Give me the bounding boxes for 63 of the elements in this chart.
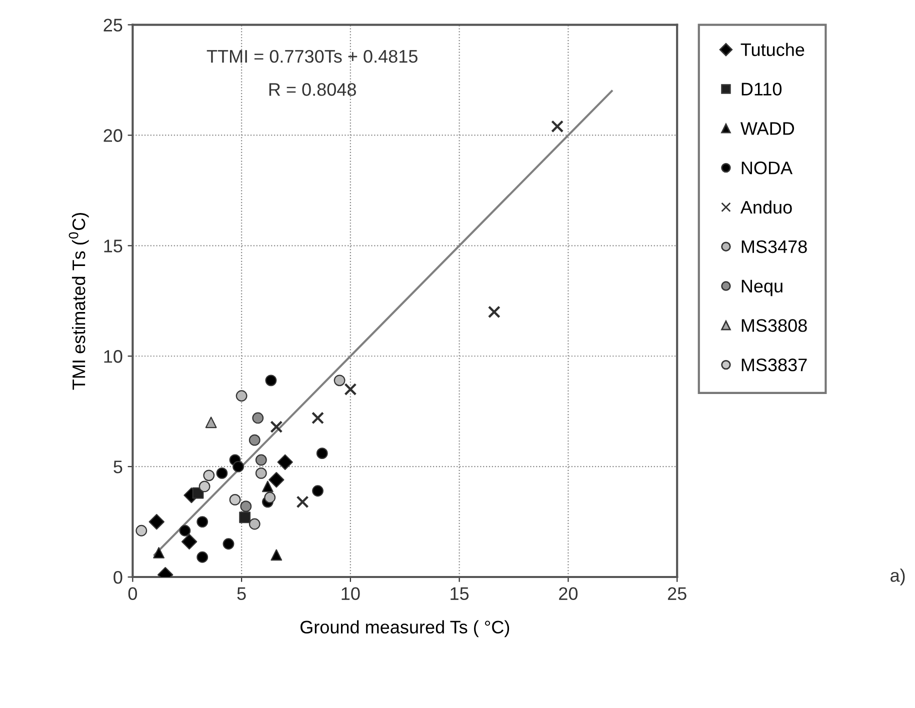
point bbox=[203, 470, 215, 482]
x-tick-label: 0 bbox=[128, 587, 137, 600]
point bbox=[153, 547, 165, 558]
x-tick-label: 10 bbox=[342, 587, 360, 600]
point bbox=[148, 514, 164, 530]
y-tick-label: 20 bbox=[104, 129, 122, 142]
legend-label: Tutuche bbox=[740, 42, 804, 56]
point bbox=[196, 551, 208, 563]
point bbox=[255, 454, 267, 466]
point bbox=[344, 383, 357, 396]
point bbox=[551, 120, 564, 133]
legend-label: Nequ bbox=[742, 280, 782, 296]
legend-label: MS3808 bbox=[742, 319, 807, 332]
annotation: R = 0.8048 bbox=[269, 83, 356, 96]
legend-label: WADD bbox=[740, 122, 794, 135]
point bbox=[255, 467, 267, 479]
legend-label: Anduo bbox=[740, 200, 792, 214]
legend-label: NODA bbox=[742, 162, 793, 174]
legend-label: MS3478 bbox=[742, 240, 807, 254]
point bbox=[265, 374, 277, 386]
point bbox=[196, 516, 208, 528]
point bbox=[312, 485, 324, 497]
point bbox=[268, 472, 284, 488]
point bbox=[248, 434, 260, 446]
point bbox=[488, 306, 500, 318]
point bbox=[262, 480, 274, 492]
point bbox=[181, 534, 198, 550]
y-tick-label: 15 bbox=[104, 240, 122, 252]
point bbox=[264, 492, 276, 504]
text: a) bbox=[890, 568, 905, 586]
point bbox=[136, 524, 148, 536]
point bbox=[229, 494, 241, 506]
point bbox=[270, 420, 283, 434]
x-tick-label: 20 bbox=[559, 587, 578, 600]
point bbox=[312, 412, 324, 424]
point bbox=[316, 448, 328, 460]
point bbox=[270, 549, 282, 561]
point bbox=[198, 480, 210, 492]
x-tick-label: 15 bbox=[450, 587, 469, 600]
point bbox=[222, 538, 234, 550]
x-tick-label: 25 bbox=[668, 587, 686, 600]
x-axis-title: Ground measured Ts ( °C) bbox=[300, 620, 510, 638]
y-axis-title: TMI estimated Ts ($^{0}$C) bbox=[68, 212, 89, 390]
y-tick-label: 5 bbox=[114, 460, 122, 474]
point bbox=[248, 518, 260, 530]
y-tick-label: 25 bbox=[104, 18, 122, 32]
point bbox=[277, 454, 293, 470]
legend-label: D110 bbox=[742, 82, 782, 96]
point bbox=[334, 374, 346, 386]
legend-label: MS3837 bbox=[742, 358, 807, 372]
point bbox=[240, 500, 252, 512]
point bbox=[216, 467, 228, 479]
point bbox=[236, 390, 248, 402]
point bbox=[252, 412, 264, 424]
x-tick-label: 5 bbox=[237, 587, 246, 600]
point bbox=[239, 512, 251, 524]
point bbox=[232, 460, 244, 472]
annotation: TTMI = 0.7730Ts + 0.4815 bbox=[206, 50, 418, 63]
y-tick-label: 10 bbox=[104, 350, 122, 363]
point bbox=[205, 416, 217, 428]
y-tick-label: 0 bbox=[114, 570, 122, 584]
point bbox=[296, 496, 309, 508]
point bbox=[179, 524, 191, 536]
